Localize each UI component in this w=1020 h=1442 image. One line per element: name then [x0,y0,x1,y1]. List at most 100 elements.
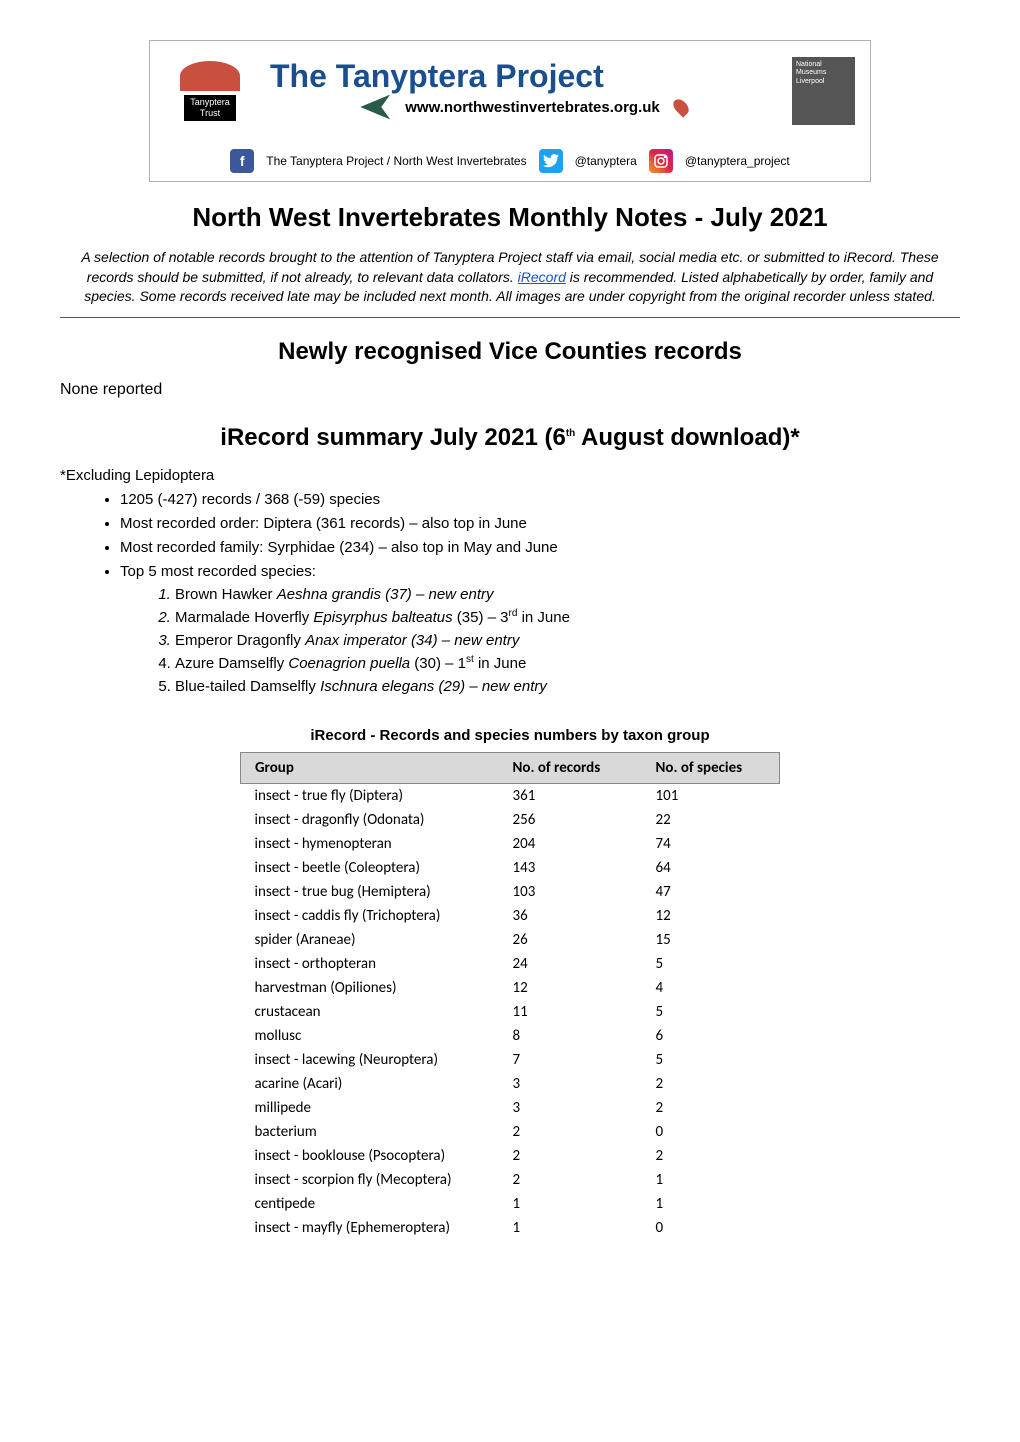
cell-group: insect - mayfly (Ephemeroptera) [241,1216,499,1240]
instagram-icon [649,149,673,173]
cell-species: 47 [642,880,780,904]
t2-note: in June [517,609,570,626]
top5-item-3: Emperor Dragonfly Anax imperator (34) – … [175,630,960,651]
t5-common: Blue-tailed Damselfly [175,678,320,695]
cell-species: 6 [642,1024,780,1048]
cell-group: bacterium [241,1120,499,1144]
bullet-top5: Top 5 most recorded species: Brown Hawke… [120,561,960,697]
t4-note: in June [474,655,527,672]
cell-records: 103 [499,880,642,904]
summary-heading-pre: iRecord summary July 2021 (6 [220,424,566,451]
cell-group: insect - true fly (Diptera) [241,783,499,808]
summary-heading-post: August download)* [575,424,799,451]
cell-group: acarine (Acari) [241,1072,499,1096]
cell-records: 3 [499,1072,642,1096]
table-row: insect - beetle (Coleoptera)14364 [241,856,780,880]
cell-records: 7 [499,1048,642,1072]
cell-species: 0 [642,1120,780,1144]
table-row: centipede11 [241,1192,780,1216]
cell-records: 1 [499,1216,642,1240]
cell-records: 256 [499,808,642,832]
top5-list: Brown Hawker Aeshna grandis (37) – new e… [145,584,960,697]
t2-count: (35) – 3 [453,609,509,626]
bullet-records: 1205 (-427) records / 368 (-59) species [120,489,960,510]
table-title: iRecord - Records and species numbers by… [60,727,960,744]
top5-item-5: Blue-tailed Damselfly Ischnura elegans (… [175,676,960,697]
t3-note: – new entry [438,632,520,649]
t5-note: – new entry [465,678,547,695]
logo-label-line1: Tanyptera [190,97,230,107]
cell-species: 64 [642,856,780,880]
summary-heading-sup: th [566,428,575,439]
t3-species: Anax imperator (34) [305,632,438,649]
twitter-icon [539,149,563,173]
th-group: Group [241,752,499,783]
t5-species: Ischnura elegans (29) [320,678,465,695]
t1-common: Brown Hawker [175,586,277,603]
summary-heading: iRecord summary July 2021 (6th August do… [60,424,960,452]
table-row: insect - dragonfly (Odonata)25622 [241,808,780,832]
cell-records: 24 [499,952,642,976]
table-row: insect - hymenopteran20474 [241,832,780,856]
cell-group: spider (Araneae) [241,928,499,952]
table-row: insect - true bug (Hemiptera)10347 [241,880,780,904]
cell-records: 3 [499,1096,642,1120]
t1-note: – new entry [412,586,494,603]
page-title: North West Invertebrates Monthly Notes -… [60,202,960,233]
t1-species: Aeshna grandis (37) [277,586,412,603]
top5-item-4: Azure Damselfly Coenagrion puella (30) –… [175,653,960,674]
intro-paragraph: A selection of notable records brought t… [60,248,960,307]
table-row: insect - caddis fly (Trichoptera)3612 [241,904,780,928]
twitter-text: @tanyptera [575,154,637,168]
cell-group: insect - true bug (Hemiptera) [241,880,499,904]
cell-species: 0 [642,1216,780,1240]
cell-species: 2 [642,1096,780,1120]
bird-icon [360,95,390,120]
cell-records: 11 [499,1000,642,1024]
cell-species: 74 [642,832,780,856]
banner-website-row: www.northwestinvertebrates.org.uk [270,90,777,125]
cell-records: 12 [499,976,642,1000]
table-row: insect - true fly (Diptera)361101 [241,783,780,808]
table-row: mollusc86 [241,1024,780,1048]
cell-group: mollusc [241,1024,499,1048]
th-species: No. of species [642,752,780,783]
t4-sup: st [466,654,474,665]
table-row: insect - lacewing (Neuroptera)75 [241,1048,780,1072]
cell-records: 36 [499,904,642,928]
t2-species: Episyrphus balteatus [313,609,452,626]
cell-records: 2 [499,1120,642,1144]
table-row: bacterium20 [241,1120,780,1144]
cell-species: 1 [642,1168,780,1192]
logo-label: Tanyptera Trust [184,95,236,121]
cell-group: insect - orthopteran [241,952,499,976]
cell-species: 5 [642,952,780,976]
t2-common: Marmalade Hoverfly [175,609,313,626]
cell-group: centipede [241,1192,499,1216]
t3-common: Emperor Dragonfly [175,632,305,649]
cell-group: insect - beetle (Coleoptera) [241,856,499,880]
table-row: harvestman (Opiliones)124 [241,976,780,1000]
cell-records: 1 [499,1192,642,1216]
header-banner: Tanyptera Trust The Tanyptera Project ww… [149,40,871,182]
excluding-note: *Excluding Lepidoptera [60,467,960,484]
cell-group: millipede [241,1096,499,1120]
cell-species: 15 [642,928,780,952]
cell-group: insect - booklouse (Psocoptera) [241,1144,499,1168]
taxon-table: Group No. of records No. of species inse… [240,752,780,1240]
cell-species: 5 [642,1048,780,1072]
logo-swirl-icon [180,61,240,91]
pin-icon [670,96,691,117]
logo-label-line2: Trust [200,108,220,118]
t4-species: Coenagrion puella [288,655,410,672]
cell-records: 8 [499,1024,642,1048]
cell-group: insect - dragonfly (Odonata) [241,808,499,832]
irecord-link[interactable]: iRecord [518,269,566,285]
cell-species: 22 [642,808,780,832]
table-row: acarine (Acari)32 [241,1072,780,1096]
facebook-text: The Tanyptera Project / North West Inver… [266,154,526,168]
cell-species: 4 [642,976,780,1000]
nml-logo: National Museums Liverpool [792,57,855,125]
divider [60,317,960,318]
top5-item-1: Brown Hawker Aeshna grandis (37) – new e… [175,584,960,605]
